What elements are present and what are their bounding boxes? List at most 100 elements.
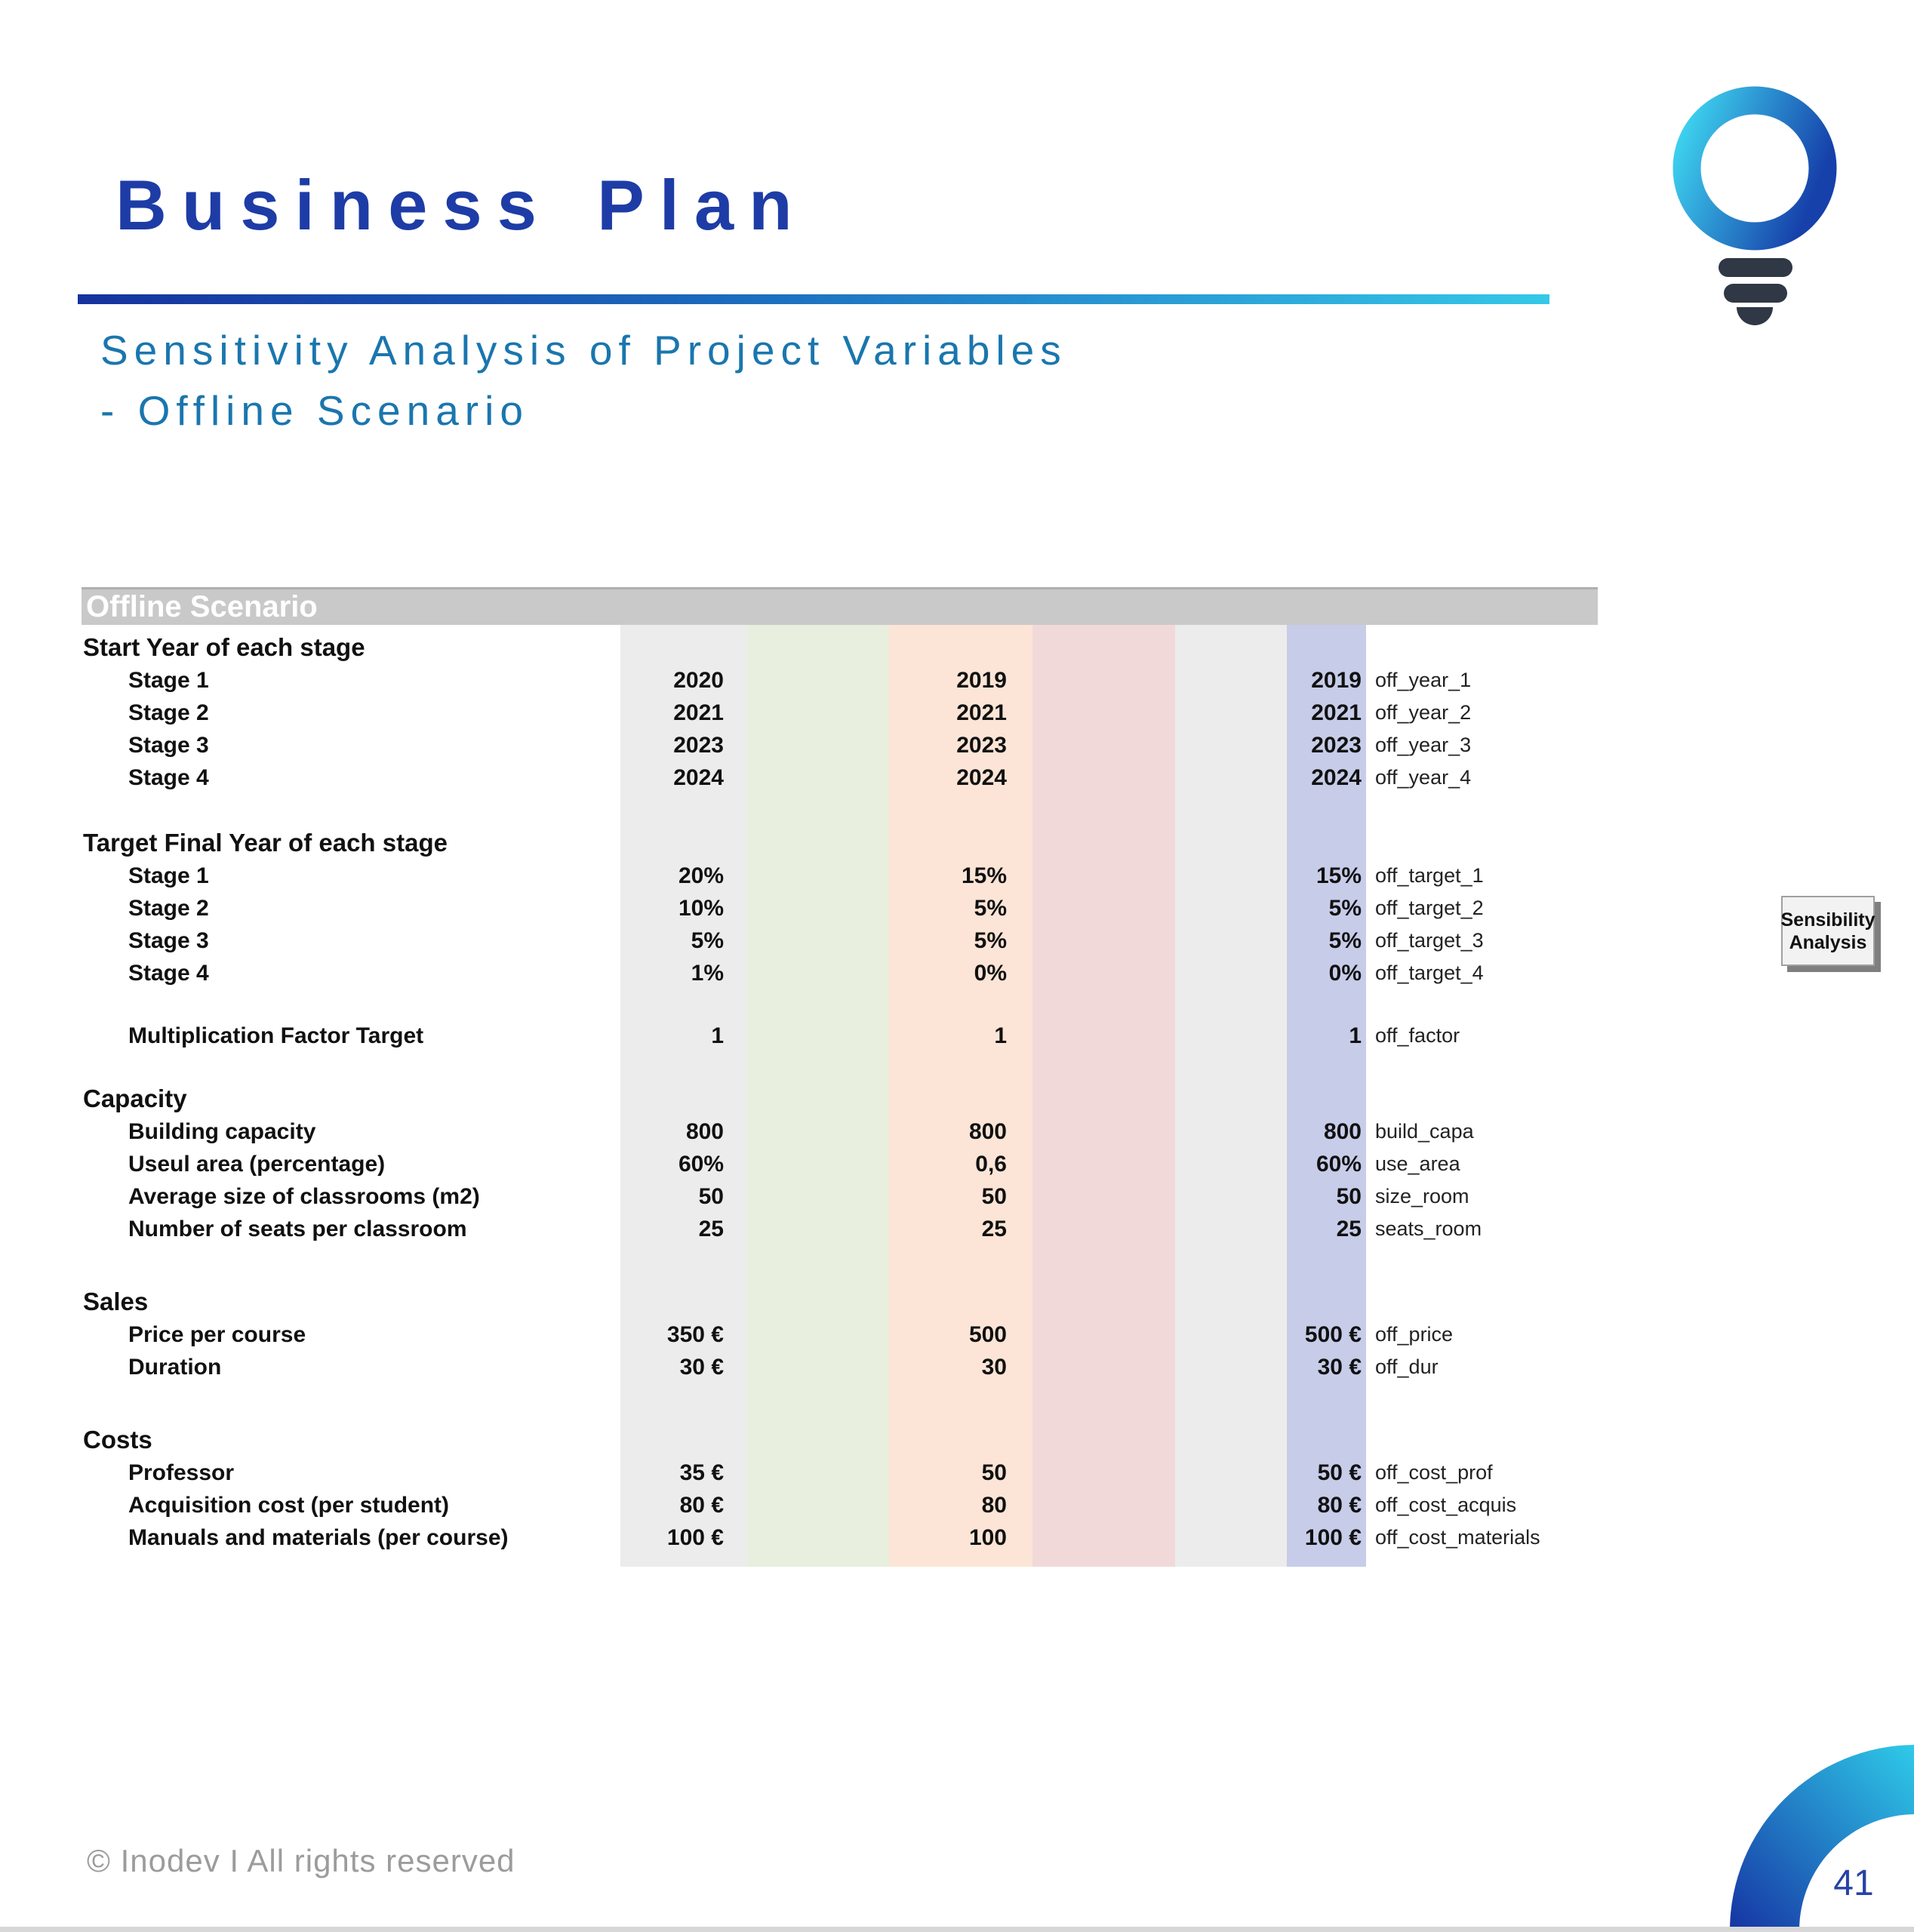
table-rows: Start Year of each stage Stage 1 2020 2019 2…	[82, 625, 1598, 1554]
value-col-3: 2024	[956, 764, 1007, 790]
value-col-1: 800	[685, 1118, 724, 1144]
row-label: Useul area (percentage)	[128, 1151, 386, 1177]
table-row: Duration 30 € 30 30 € off_dur	[82, 1351, 1598, 1383]
value-col-1: 100 €	[666, 1524, 724, 1550]
section-title: Start Year of each stage	[83, 633, 365, 661]
value-col-6: 50 €	[1317, 1460, 1362, 1485]
sensibility-button-line-2: Analysis	[1789, 931, 1867, 953]
value-col-1: 5%	[691, 928, 724, 953]
value-col-6: 2023	[1311, 732, 1362, 758]
value-col-6: 1	[1349, 1023, 1362, 1048]
value-col-1: 1	[711, 1023, 724, 1048]
spacer-row	[82, 794, 1598, 826]
value-col-1: 2023	[673, 732, 724, 758]
row-label: Acquisition cost (per student)	[128, 1492, 450, 1518]
section-title: Capacity	[83, 1084, 187, 1112]
value-col-3: 5%	[974, 928, 1007, 953]
table-row: Manuals and materials (per course) 100 € 1…	[82, 1521, 1598, 1554]
table-header-label: Offline Scenario	[86, 590, 318, 623]
row-label: Average size of classrooms (m2)	[128, 1183, 480, 1209]
page-number: 41	[1833, 1863, 1874, 1903]
table-row: Average size of classrooms (m2) 50 50 50 siz…	[82, 1180, 1598, 1213]
value-col-3: 5%	[974, 895, 1007, 921]
value-col-1: 1%	[691, 960, 724, 986]
variable-name: off_year_2	[1375, 701, 1472, 724]
table-row: Building capacity 800 800 800 build_capa	[82, 1115, 1598, 1148]
row-label: Stage 4	[128, 764, 209, 790]
spacer-row	[82, 989, 1598, 1020]
section-title: Costs	[83, 1426, 152, 1454]
column-5-gray-band	[1175, 625, 1287, 1567]
row-label: Stage 3	[128, 928, 209, 953]
value-col-3: 2023	[956, 732, 1007, 758]
offline-scenario-table: Offline Scenario Start Year of each stag…	[82, 587, 1598, 1567]
value-col-6: 80 €	[1317, 1492, 1362, 1518]
value-col-6: 60%	[1315, 1151, 1362, 1177]
variable-name: off_target_3	[1375, 929, 1484, 952]
spacer-row	[82, 1383, 1598, 1423]
table-row: Multiplication Factor Target 1 1 1 off_facto…	[82, 1020, 1598, 1052]
value-col-3: 0%	[974, 960, 1007, 986]
page-subtitle: Sensitivity Analysis of Project Variable…	[100, 320, 1067, 441]
variable-name: off_factor	[1375, 1024, 1460, 1047]
variable-name: size_room	[1375, 1185, 1469, 1208]
column-bands	[82, 625, 1598, 1567]
table-row: Stage 2 2021 2021 2021 off_year_2	[82, 697, 1598, 729]
value-col-3: 800	[968, 1118, 1007, 1144]
table-row: Stage 1 20% 15% 15% off_target_1	[82, 860, 1598, 892]
value-col-6: 5%	[1328, 895, 1362, 921]
table-row: Stage 2 10% 5% 5% off_target_2	[82, 892, 1598, 924]
variable-name: off_dur	[1375, 1355, 1439, 1378]
value-col-1: 25	[698, 1216, 724, 1241]
row-label: Stage 3	[128, 732, 209, 758]
variable-name: use_area	[1375, 1152, 1460, 1175]
value-col-6: 500 €	[1304, 1321, 1362, 1347]
value-col-1: 35 €	[679, 1460, 724, 1485]
value-col-6: 5%	[1328, 928, 1362, 953]
table-row: Professor 35 € 50 50 € off_cost_prof	[82, 1457, 1598, 1489]
variable-name: off_cost_acquis	[1375, 1494, 1517, 1516]
row-label: Professor	[128, 1460, 235, 1485]
value-col-3: 80	[981, 1492, 1007, 1518]
section-header-row: Capacity	[82, 1082, 1598, 1115]
value-col-3: 15%	[961, 863, 1007, 888]
lightbulb-icon	[1672, 86, 1837, 325]
subtitle-line-2: - Offline Scenario	[100, 387, 529, 434]
value-col-6: 25	[1336, 1216, 1362, 1241]
row-label: Duration	[128, 1354, 222, 1380]
copyright-text: © Inodev I All rights reserved	[87, 1843, 515, 1878]
value-col-1: 2020	[673, 667, 724, 693]
value-col-6: 800	[1323, 1118, 1362, 1144]
variable-name: off_target_2	[1375, 897, 1484, 919]
row-label: Multiplication Factor Target	[128, 1023, 424, 1048]
spacer-row	[82, 1052, 1598, 1082]
row-label: Manuals and materials (per course)	[128, 1524, 509, 1550]
row-label: Stage 2	[128, 895, 209, 921]
row-label: Stage 1	[128, 667, 209, 693]
table-row: Stage 4 1% 0% 0% off_target_4	[82, 957, 1598, 989]
section-header-row: Sales	[82, 1285, 1598, 1318]
column-1-gray-band	[620, 625, 746, 1567]
table-row: Stage 1 2020 2019 2019 off_year_1	[82, 664, 1598, 697]
variable-name: off_cost_materials	[1375, 1526, 1540, 1549]
table-row: Price per course 350 € 500 500 € off_price	[82, 1318, 1598, 1351]
value-col-1: 2024	[673, 764, 724, 790]
value-col-1: 10%	[678, 895, 724, 921]
value-col-6: 50	[1336, 1183, 1362, 1209]
section-header-row: Target Final Year of each stage	[82, 826, 1598, 860]
variable-name: off_target_1	[1375, 864, 1484, 887]
value-col-3: 1	[994, 1023, 1007, 1048]
section-title: Target Final Year of each stage	[83, 829, 448, 857]
table-header-bar: Offline Scenario	[82, 587, 1598, 625]
value-col-1: 20%	[678, 863, 724, 888]
row-label: Stage 1	[128, 863, 209, 888]
value-col-3: 2021	[956, 700, 1007, 725]
table-row: Stage 3 5% 5% 5% off_target_3	[82, 924, 1598, 957]
sensibility-analysis-button[interactable]: Sensibility Analysis	[1780, 896, 1876, 966]
table-row: Number of seats per classroom 25 25 25 seats…	[82, 1213, 1598, 1245]
value-col-6: 100 €	[1304, 1524, 1362, 1550]
value-col-3: 50	[981, 1183, 1007, 1209]
sensibility-button-line-1: Sensibility	[1780, 909, 1876, 931]
row-label: Stage 2	[128, 700, 209, 725]
spacer-row	[82, 1245, 1598, 1285]
